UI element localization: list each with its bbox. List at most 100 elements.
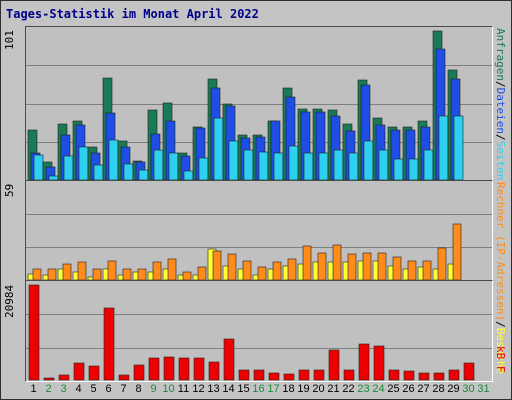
- bar-seiten: [228, 140, 239, 180]
- x-axis-day-labels: 1 2 3 4 5 6 7 8 9 10 11 12 13 14 15 16 17 18 19 20 21 22 23 24 2…: [25, 382, 491, 398]
- bar-rechner: [62, 263, 72, 280]
- x-tick-label: 11: [177, 383, 190, 395]
- x-tick-label: 9: [150, 383, 157, 395]
- bar-seiten: [363, 140, 374, 180]
- bar-rechner: [167, 258, 177, 280]
- x-tick-label: 5: [90, 383, 97, 395]
- bar-rechner: [317, 252, 327, 280]
- bar-seiten: [258, 151, 269, 180]
- bar-dateien: [435, 48, 446, 180]
- bar-kb: [193, 357, 205, 381]
- x-tick-label: 27: [417, 383, 430, 395]
- x-tick-label: 17: [267, 383, 280, 395]
- bar-seiten: [153, 149, 164, 180]
- bar-kb: [388, 369, 400, 381]
- x-tick-label: 16: [252, 383, 265, 395]
- bar-seiten: [213, 117, 224, 180]
- bar-kb: [298, 369, 310, 381]
- legend-separator: /: [494, 133, 507, 141]
- bar-dateien: [270, 120, 281, 180]
- x-tick-label: 4: [75, 383, 82, 395]
- bar-kb: [343, 369, 355, 381]
- bar-seiten: [93, 164, 104, 180]
- x-tick-label: 19: [297, 383, 310, 395]
- bar-kb: [118, 374, 130, 381]
- x-tick-label: 12: [192, 383, 205, 395]
- bar-kb: [448, 369, 460, 381]
- bar-seiten: [168, 152, 179, 180]
- bar-kb: [223, 338, 235, 381]
- bar-seiten: [423, 149, 434, 180]
- legend-kb: kB F: [494, 346, 507, 373]
- chart-title: Tages-Statistik im Monat April 2022: [6, 7, 259, 21]
- x-tick-label: 15: [237, 383, 250, 395]
- bar-kb: [28, 284, 40, 381]
- bar-dateien: [300, 111, 311, 180]
- hits-panel: [25, 26, 493, 181]
- x-tick-label: 30: [462, 383, 475, 395]
- legend-hits-panel: Anfragen/Dateien/Seiten: [493, 28, 511, 181]
- x-tick-label: 26: [402, 383, 415, 395]
- x-tick-label: 7: [120, 383, 127, 395]
- legend-separator: /: [494, 80, 507, 88]
- bar-seiten: [273, 152, 284, 180]
- bar-rechner: [452, 223, 462, 280]
- bar-kb: [58, 374, 70, 381]
- bar-kb: [148, 357, 160, 381]
- kb-bars-svg: [26, 284, 492, 381]
- bar-dateien: [360, 84, 371, 180]
- x-tick-label: 31: [477, 383, 490, 395]
- bar-rechner: [422, 260, 432, 280]
- x-tick-label: 10: [162, 383, 175, 395]
- y-max-label-hits: 101: [3, 30, 16, 50]
- bar-dateien: [330, 115, 341, 180]
- bar-dateien: [405, 129, 416, 180]
- x-tick-label: 14: [222, 383, 235, 395]
- x-tick-label: 3: [60, 383, 67, 395]
- x-tick-label: 25: [387, 383, 400, 395]
- bar-rechner: [137, 268, 147, 280]
- bar-rechner: [272, 261, 282, 280]
- bar-seiten: [123, 163, 134, 180]
- bar-seiten: [378, 149, 389, 180]
- bar-seiten: [288, 145, 299, 180]
- x-tick-label: 6: [105, 383, 112, 395]
- y-max-label-hosts: 59: [3, 183, 16, 197]
- legend-rechner: Rechner (IP-Adressen): [494, 182, 507, 322]
- bar-rechner: [77, 261, 87, 280]
- legend-seiten: Seiten: [494, 140, 507, 181]
- bar-kb: [283, 373, 295, 381]
- bar-rechner: [122, 268, 132, 280]
- legend-separator: /: [494, 321, 507, 328]
- bar-rechner: [32, 268, 42, 280]
- bar-dateien: [390, 129, 401, 180]
- bar-dateien: [285, 96, 296, 180]
- x-tick-label: 2: [45, 383, 52, 395]
- legend-dateien: Dateien: [494, 87, 507, 134]
- bar-rechner: [197, 266, 207, 280]
- bar-seiten: [408, 158, 419, 180]
- legend-kb-panel: kB F: [493, 346, 511, 380]
- bar-seiten: [393, 158, 404, 180]
- bar-rechner: [437, 247, 447, 280]
- x-tick-label: 13: [207, 383, 220, 395]
- bar-rechner: [302, 245, 312, 280]
- bar-seiten: [63, 155, 74, 180]
- bar-seiten: [348, 152, 359, 180]
- x-tick-label: 20: [312, 383, 325, 395]
- bar-rechner: [152, 261, 162, 280]
- bar-kb: [253, 369, 265, 381]
- bar-rechner: [362, 252, 372, 280]
- bar-rechner: [287, 258, 297, 280]
- bar-kb: [208, 361, 220, 381]
- bar-rechner: [347, 253, 357, 280]
- bar-seiten: [318, 152, 329, 180]
- y-max-label-kb: 20984: [3, 284, 16, 318]
- bar-dateien: [165, 120, 176, 180]
- bar-rechner: [227, 253, 237, 280]
- x-tick-label: 8: [135, 383, 142, 395]
- legend-anfragen: Anfragen: [494, 28, 507, 81]
- kb-panel: [25, 280, 493, 382]
- bar-kb: [88, 365, 100, 381]
